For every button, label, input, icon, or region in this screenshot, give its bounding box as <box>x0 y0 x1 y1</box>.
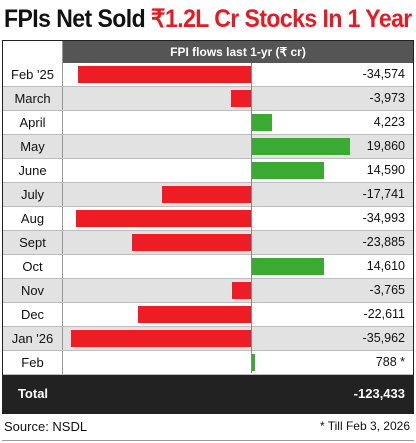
value-label: 788 * <box>375 355 405 369</box>
category-label: May <box>3 135 63 158</box>
table-row: June 14,590 <box>3 159 413 183</box>
flows-table: FPI flows last 1-yr (₹ cr) Feb '25 -34,57… <box>2 40 414 414</box>
value-label: -3,973 <box>369 91 405 105</box>
category-label: July <box>3 183 63 206</box>
category-label: Nov <box>3 279 63 302</box>
bar-negative <box>137 306 251 323</box>
table-row: Sept -23,885 <box>3 231 413 255</box>
category-label: Sept <box>3 231 63 254</box>
category-label: Oct <box>3 255 63 278</box>
category-label: Dec <box>3 303 63 326</box>
table-row: Aug -34,993 <box>3 207 413 231</box>
header-blank-cell <box>3 41 63 63</box>
bar-negative <box>162 186 251 203</box>
table-header: FPI flows last 1-yr (₹ cr) <box>63 41 413 63</box>
zero-axis <box>251 63 252 373</box>
table-row: Dec -22,611 <box>3 303 413 327</box>
bar-positive <box>251 114 273 131</box>
value-label: 14,590 <box>366 163 405 177</box>
bar-positive <box>251 258 325 275</box>
table-row: Oct 14,610 <box>3 255 413 279</box>
footer: Source: NSDL * Till Feb 3, 2026 <box>2 415 414 441</box>
category-label: Jan '26 <box>3 327 63 350</box>
value-label: -23,885 <box>362 235 405 249</box>
value-label: -34,574 <box>362 67 405 81</box>
bar-negative <box>76 210 251 227</box>
chart-title-part1: FPIs Net Sold <box>4 5 151 33</box>
category-label: March <box>3 87 63 110</box>
value-label: 4,223 <box>373 115 405 129</box>
footnote: * Till Feb 3, 2026 <box>319 419 410 433</box>
value-label: 14,610 <box>366 259 405 273</box>
value-label: -35,962 <box>362 331 405 345</box>
total-label: Total <box>17 386 49 401</box>
value-label: -34,993 <box>362 211 405 225</box>
bar-negative <box>78 66 251 83</box>
table-row: March -3,973 <box>3 87 413 111</box>
chart-title-part2: ₹1.2L Cr Stocks In 1 Year <box>150 5 412 33</box>
table-row: July -17,741 <box>3 183 413 207</box>
table-row: Feb '25 -34,574 <box>3 63 413 87</box>
value-label: 19,860 <box>366 139 405 153</box>
bar-negative <box>232 282 251 299</box>
table-row: May 19,860 <box>3 135 413 159</box>
table-row: April 4,223 <box>3 111 413 135</box>
bar-negative <box>71 330 251 347</box>
bar-positive <box>251 138 351 155</box>
source-note: Source: NSDL <box>4 419 88 434</box>
value-label: -17,741 <box>362 187 405 201</box>
total-row: Total -123,433 <box>3 375 413 413</box>
value-label: -3,765 <box>369 283 405 297</box>
bar-negative <box>131 234 251 251</box>
category-label: Feb <box>3 351 63 374</box>
table-row: Nov -3,765 <box>3 279 413 303</box>
table-row: Feb 788 * <box>3 351 413 375</box>
total-value: -123,433 <box>353 386 405 401</box>
bar-positive <box>251 354 255 371</box>
chart-title: FPIs Net Sold ₹1.2L Cr Stocks In 1 Year <box>4 0 412 38</box>
bar-negative <box>231 90 251 107</box>
category-label: Aug <box>3 207 63 230</box>
bar-positive <box>251 162 324 179</box>
category-label: Feb '25 <box>3 63 63 86</box>
table-row: Jan '26 -35,962 <box>3 327 413 351</box>
category-label: April <box>3 111 63 134</box>
category-label: June <box>3 159 63 182</box>
value-label: -22,611 <box>363 307 405 321</box>
